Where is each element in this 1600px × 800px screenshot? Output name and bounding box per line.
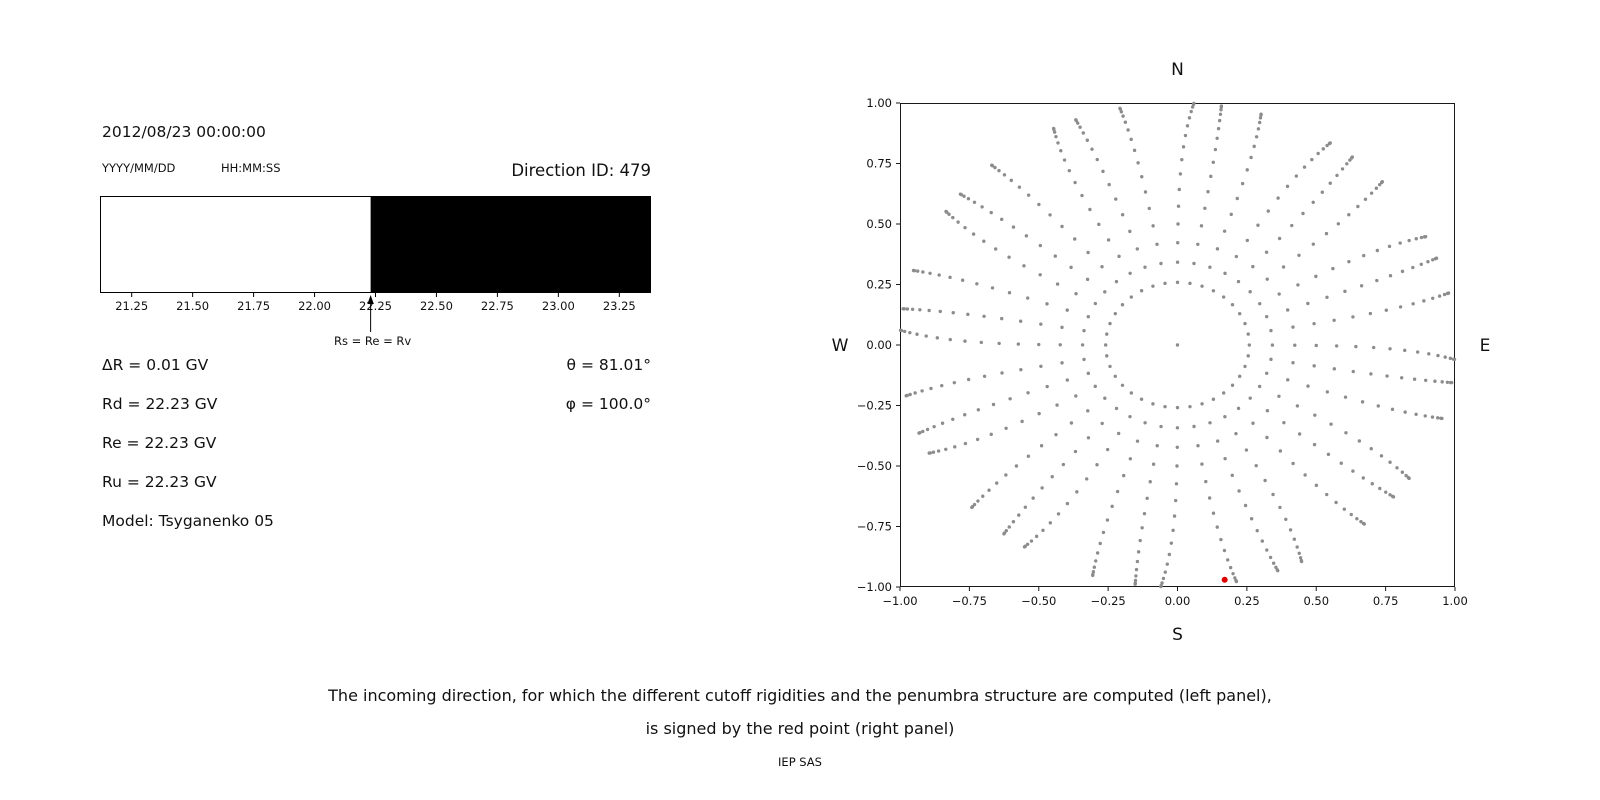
x-tick-label: 22.75 bbox=[481, 299, 514, 313]
x-tick-label: 22.00 bbox=[298, 299, 331, 313]
penumbra-region bbox=[100, 196, 371, 293]
x-tick-label: 23.00 bbox=[542, 299, 575, 313]
compass-north-label: N bbox=[1171, 60, 1184, 80]
x-tick-label: −0.75 bbox=[952, 594, 987, 608]
x-tick-label: −0.50 bbox=[1021, 594, 1056, 608]
x-tick-label: 21.25 bbox=[115, 299, 148, 313]
y-tick-label: 1.00 bbox=[866, 96, 892, 110]
x-tick-label: 21.50 bbox=[176, 299, 209, 313]
caption-line-2: is signed by the red point (right panel) bbox=[645, 719, 955, 738]
caption-line-1: The incoming direction, for which the di… bbox=[328, 686, 1272, 705]
direction-map-chart: −1.00 −0.75 −0.50 −0.25 0.00 0.25 0.50 0.75 1.00… bbox=[832, 60, 1491, 645]
x-tick-label: 22.25 bbox=[359, 299, 392, 313]
selected-direction-point bbox=[1221, 576, 1228, 583]
penumbra-region bbox=[370, 196, 651, 293]
y-tick-label: −0.25 bbox=[857, 399, 892, 413]
compass-west-label: W bbox=[832, 336, 849, 356]
y-tick-label: −0.50 bbox=[857, 459, 892, 473]
x-tick-label: 0.25 bbox=[1234, 594, 1260, 608]
time-format-label: HH:MM:SS bbox=[221, 161, 281, 175]
x-tick-label: 0.50 bbox=[1303, 594, 1329, 608]
rigidity-arrow bbox=[367, 295, 374, 332]
x-tick-label: −0.25 bbox=[1091, 594, 1126, 608]
x-tick-label: 0.75 bbox=[1373, 594, 1399, 608]
y-tick-label: 0.25 bbox=[866, 278, 892, 292]
compass-east-label: E bbox=[1480, 336, 1491, 356]
arrow-annotation-label: Rs = Re = Rv bbox=[334, 334, 411, 348]
x-tick-label: −1.00 bbox=[882, 594, 917, 608]
phi-value: φ = 100.0° bbox=[565, 395, 651, 413]
x-tick-label: 22.50 bbox=[420, 299, 453, 313]
direction-grid-dots bbox=[898, 101, 1457, 589]
y-tick-label: 0.50 bbox=[866, 217, 892, 231]
penumbra-chart: 21.25 21.50 21.75 22.00 22.25 22.50 22.75 23.00… bbox=[100, 196, 651, 348]
y-tick-label: −0.75 bbox=[857, 520, 892, 534]
compass-south-label: S bbox=[1172, 625, 1183, 645]
x-tick-label: 21.75 bbox=[237, 299, 270, 313]
x-tick-label: 0.00 bbox=[1165, 594, 1191, 608]
ru-value: Ru = 22.23 GV bbox=[102, 473, 217, 491]
re-value: Re = 22.23 GV bbox=[102, 434, 217, 452]
datetime-text: 2012/08/23 00:00:00 bbox=[102, 123, 266, 141]
rd-value: Rd = 22.23 GV bbox=[102, 395, 218, 413]
date-format-label: YYYY/MM/DD bbox=[102, 161, 176, 175]
x-tick-label: 1.00 bbox=[1442, 594, 1468, 608]
direction-id-label: Direction ID: 479 bbox=[511, 161, 651, 180]
model-label: Model: Tsyganenko 05 bbox=[102, 512, 274, 530]
theta-value: θ = 81.01° bbox=[566, 356, 651, 374]
y-tick-label: −1.00 bbox=[857, 580, 892, 594]
x-tick-label: 23.25 bbox=[603, 299, 636, 313]
y-tick-label: 0.00 bbox=[866, 338, 892, 352]
y-tick-label: 0.75 bbox=[866, 157, 892, 171]
delta-r-value: ΔR = 0.01 GV bbox=[102, 356, 209, 374]
credit-label: IEP SAS bbox=[778, 755, 822, 769]
